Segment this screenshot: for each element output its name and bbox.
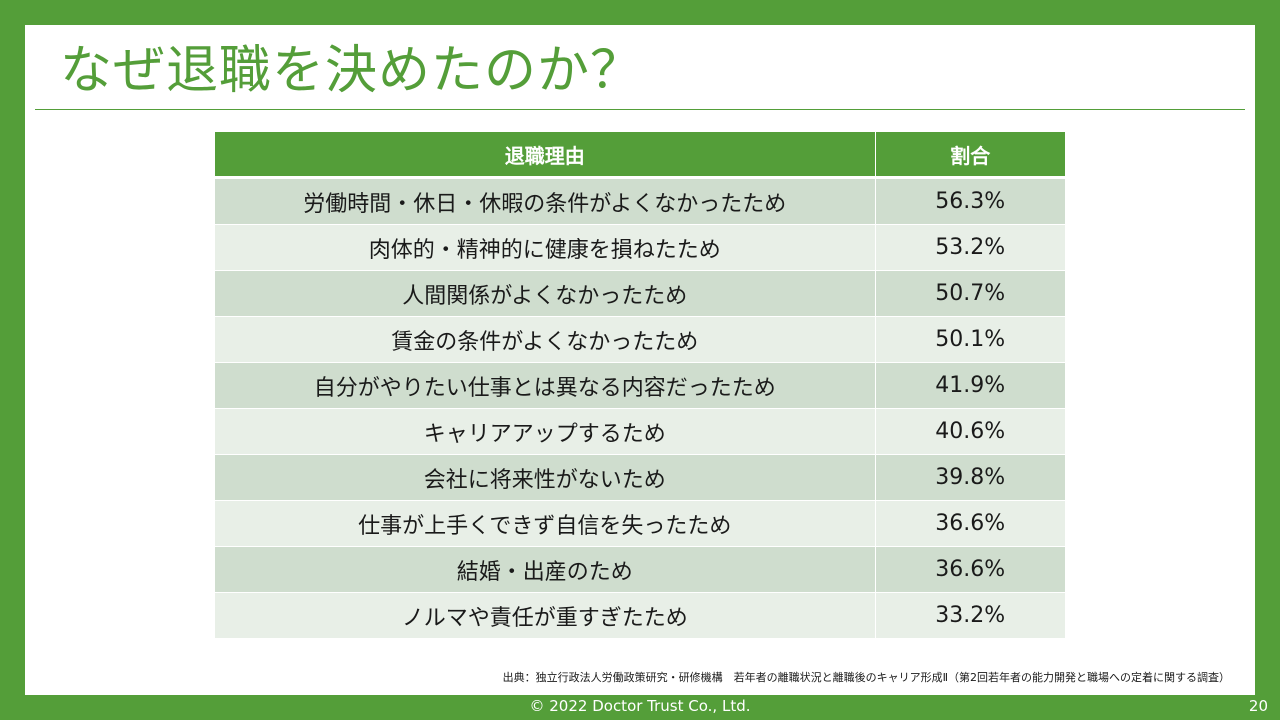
table-row: 会社に将来性がないため 39.8% — [215, 454, 1065, 501]
reason-cell: 肉体的・精神的に健康を損ねたため — [215, 224, 875, 271]
page-number: 20 — [1248, 697, 1268, 715]
ratio-cell: 50.1% — [874, 316, 1065, 363]
reason-cell: 労働時間・休日・休暇の条件がよくなかったため — [215, 177, 875, 225]
table-row: 賃金の条件がよくなかったため 50.1% — [215, 316, 1065, 363]
ratio-cell: 56.3% — [874, 177, 1065, 225]
ratio-cell: 50.7% — [874, 270, 1065, 317]
column-header-ratio: 割合 — [874, 132, 1065, 179]
ratio-cell: 41.9% — [874, 362, 1065, 409]
table-row: 労働時間・休日・休暇の条件がよくなかったため 56.3% — [215, 177, 1065, 225]
reason-cell: 自分がやりたい仕事とは異なる内容だったため — [215, 362, 875, 409]
table-row: 肉体的・精神的に健康を損ねたため 53.2% — [215, 224, 1065, 271]
source-citation: 出典：独立行政法人労働政策研究・研修機構 若年者の離職状況と離職後のキャリア形成… — [502, 671, 1230, 684]
reason-cell: 賃金の条件がよくなかったため — [215, 316, 875, 363]
ratio-cell: 33.2% — [874, 592, 1065, 638]
table-row: 自分がやりたい仕事とは異なる内容だったため 41.9% — [215, 362, 1065, 409]
table-row: 人間関係がよくなかったため 50.7% — [215, 270, 1065, 317]
reason-cell: 人間関係がよくなかったため — [215, 270, 875, 317]
page-title: なぜ退職を決めたのか？ — [60, 41, 644, 101]
table-row: ノルマや責任が重すぎたため 33.2% — [215, 592, 1065, 638]
copyright-text: © 2022 Doctor Trust Co., Ltd. — [529, 697, 751, 715]
ratio-cell: 39.8% — [874, 454, 1065, 501]
reason-cell: 会社に将来性がないため — [215, 454, 875, 501]
ratio-cell: 40.6% — [874, 408, 1065, 455]
table-row: 仕事が上手くできず自信を失ったため 36.6% — [215, 500, 1065, 547]
table-row: 結婚・出産のため 36.6% — [215, 546, 1065, 593]
reason-cell: 仕事が上手くできず自信を失ったため — [215, 500, 875, 547]
column-header-reason: 退職理由 — [215, 132, 875, 179]
table-header-row: 退職理由 割合 — [215, 132, 1065, 179]
reasons-table: 退職理由 割合 労働時間・休日・休暇の条件がよくなかったため 56.3% 肉体的… — [215, 132, 1065, 638]
reason-cell: 結婚・出産のため — [215, 546, 875, 593]
ratio-cell: 36.6% — [874, 546, 1065, 593]
slide: なぜ退職を決めたのか？ 退職理由 割合 労働時間・休日・休暇の条件がよくなかった… — [25, 25, 1255, 695]
reason-cell: キャリアアップするため — [215, 408, 875, 455]
title-divider — [35, 109, 1245, 110]
reason-cell: ノルマや責任が重すぎたため — [215, 592, 875, 638]
table-row: キャリアアップするため 40.6% — [215, 408, 1065, 455]
ratio-cell: 53.2% — [874, 224, 1065, 271]
ratio-cell: 36.6% — [874, 500, 1065, 547]
